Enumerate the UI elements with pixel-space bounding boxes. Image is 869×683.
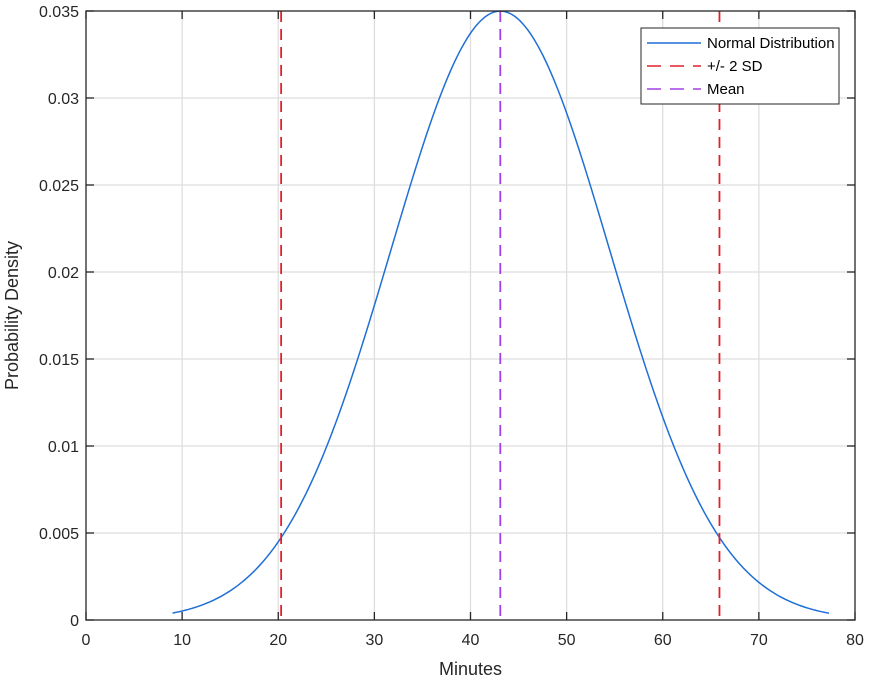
y-tick-label: 0.025	[39, 178, 79, 195]
x-tick-label: 10	[173, 632, 191, 649]
y-tick-label: 0.01	[48, 439, 79, 456]
legend: Normal Distribution +/- 2 SD Mean	[640, 27, 840, 105]
x-tick-label: 20	[269, 632, 287, 649]
legend-label: Normal Distribution	[707, 35, 835, 52]
x-tick-label: 60	[654, 632, 672, 649]
x-tick-label: 0	[82, 632, 91, 649]
legend-label: Mean	[707, 81, 745, 98]
reference-lines	[280, 11, 721, 620]
y-tick-label: 0	[70, 613, 79, 630]
y-tick-label: 0.03	[48, 91, 79, 108]
x-tick-label: 50	[558, 632, 576, 649]
x-tick-label: 80	[846, 632, 864, 649]
x-tick-labels: 0 10 20 30 40 50 60 70 80	[82, 632, 864, 649]
y-tick-label: 0.035	[39, 4, 79, 21]
x-tick-label: 70	[750, 632, 768, 649]
legend-label: +/- 2 SD	[707, 58, 763, 75]
x-tick-label: 40	[462, 632, 480, 649]
y-tick-label: 0.02	[48, 265, 79, 282]
x-tick-label: 30	[365, 632, 383, 649]
ticks	[85, 10, 856, 621]
x-axis-title: Minutes	[439, 659, 502, 679]
y-tick-label: 0.005	[39, 526, 79, 543]
y-axis-title: Probability Density	[2, 241, 22, 390]
y-tick-labels: 0 0.005 0.01 0.015 0.02 0.025 0.03 0.035	[39, 4, 79, 630]
y-tick-label: 0.015	[39, 352, 79, 369]
